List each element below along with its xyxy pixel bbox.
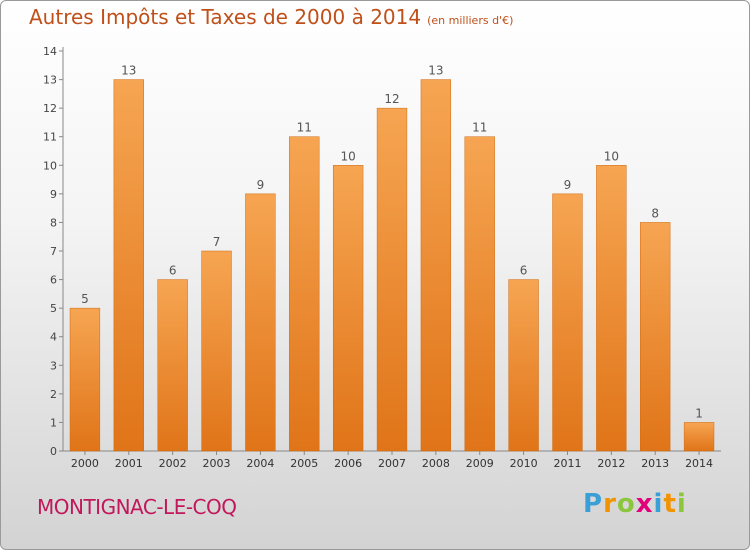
y-tick-label: 7 (50, 245, 57, 258)
value-labels: 5 13 6 7 9 11 10 12 13 11 6 9 10 8 1 (81, 64, 703, 421)
bar (640, 222, 671, 452)
bar (69, 307, 101, 452)
y-tick-label: 3 (50, 359, 57, 372)
y-tick-label: 0 (50, 445, 57, 458)
logo-letter: t (663, 489, 677, 519)
bar-value-label: 6 (520, 264, 528, 278)
y-tick-label: 11 (43, 131, 57, 144)
logo-letter: r (603, 489, 617, 519)
commune-name: MONTIGNAC-LE-COQ (37, 495, 237, 519)
bar (508, 279, 539, 452)
bar (420, 79, 452, 452)
proxiti-logo: Proxiti (583, 489, 687, 519)
y-tick-label: 12 (43, 102, 57, 115)
bar-value-label: 10 (340, 149, 355, 163)
chart-title-text: Autres Impôts et Taxes de 2000 à 2014 (29, 5, 422, 29)
bar (245, 193, 276, 452)
bar (113, 79, 144, 452)
logo-letter: o (616, 489, 636, 519)
x-tick-label: 2006 (334, 457, 362, 470)
y-tick-label: 5 (50, 302, 57, 315)
y-tick-label: 1 (50, 416, 57, 429)
y-tick-label: 14 (43, 45, 57, 58)
x-tick-label: 2003 (203, 457, 231, 470)
bar (332, 165, 364, 452)
x-tick-label: 2008 (422, 457, 450, 470)
bar-value-label: 5 (81, 292, 89, 306)
y-tick-label: 6 (50, 274, 57, 287)
x-tick-labels: 2000 2001 2002 2003 2004 2005 2006 2007 2008 2009… (71, 457, 713, 470)
bar-value-label: 12 (384, 92, 399, 106)
x-tick-label: 2005 (290, 457, 318, 470)
chart-subtitle: (en milliers d'€) (427, 14, 514, 27)
x-tick-label: 2009 (466, 457, 494, 470)
logo-letter: P (583, 489, 604, 519)
bar-value-label: 13 (121, 64, 136, 78)
x-tick-label: 2001 (115, 457, 143, 470)
logo-letter: i (653, 489, 664, 519)
y-tick-label: 4 (50, 331, 57, 344)
bar-value-label: 11 (472, 121, 487, 135)
bar-value-label: 10 (604, 149, 619, 163)
bar-value-label: 11 (297, 121, 312, 135)
bar (596, 165, 627, 452)
y-tick-label: 2 (50, 388, 57, 401)
bar-value-label: 8 (651, 206, 659, 220)
y-tick-label: 9 (50, 188, 57, 201)
x-tick-label: 2007 (378, 457, 406, 470)
x-tick-label: 2014 (685, 457, 713, 470)
y-tick-label: 13 (43, 74, 57, 87)
bars (69, 79, 715, 452)
bar-value-label: 9 (257, 178, 265, 192)
x-tick-label: 2002 (159, 457, 187, 470)
x-tick-label: 2012 (597, 457, 625, 470)
bar-value-label: 7 (213, 235, 221, 249)
bar (157, 279, 188, 452)
bar (552, 193, 583, 452)
bar (464, 136, 495, 452)
x-tick-label: 2004 (246, 457, 274, 470)
x-tick-label: 2011 (553, 457, 581, 470)
bar (683, 422, 715, 452)
bar (289, 136, 320, 452)
logo-letter: i (676, 489, 687, 519)
y-tick-label: 10 (43, 159, 57, 172)
bar-value-label: 6 (169, 264, 177, 278)
x-tick-label: 2010 (510, 457, 538, 470)
bar (376, 107, 408, 452)
y-tick-label: 8 (50, 216, 57, 229)
logo-letter: x (635, 489, 654, 519)
bar-value-label: 1 (695, 406, 703, 420)
bar (201, 250, 232, 452)
x-tick-label: 2013 (641, 457, 669, 470)
x-tick-label: 2000 (71, 457, 99, 470)
bar-value-label: 9 (564, 178, 572, 192)
bar-value-label: 13 (428, 64, 443, 78)
chart-title: Autres Impôts et Taxes de 2000 à 2014 (en… (29, 5, 513, 29)
